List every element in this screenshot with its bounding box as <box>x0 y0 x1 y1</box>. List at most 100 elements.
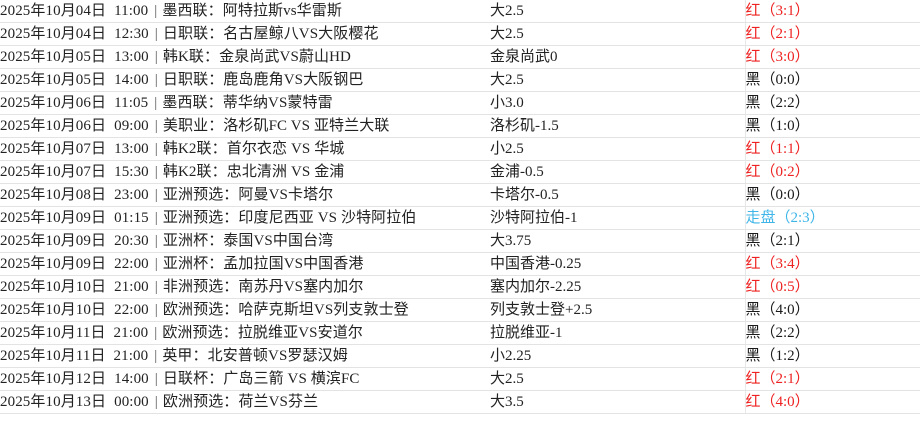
table-row[interactable]: 2025年10月11日 21:00 | 英甲：北安普顿VS罗瑟汉姆 小2.25 黑（1:2… <box>0 344 920 369</box>
match-cell: 2025年10月06日 09:00 | 美职业：洛杉矶FC VS 亚特兰大联 <box>0 114 490 139</box>
result-cell: 红（3:1） <box>744 0 920 24</box>
pick-selection: 塞内加尔-2.25 <box>490 279 582 296</box>
pick-cell: 金泉尚武0 <box>490 45 745 70</box>
match-time: 15:30 <box>114 164 149 181</box>
pick-cell: 沙特阿拉伯-1 <box>490 206 745 231</box>
pick-selection: 大2.5 <box>490 371 524 388</box>
table-row[interactable]: 2025年10月06日 11:05 | 墨西联：蒂华纳VS蒙特雷 小3.0 黑（2:2） <box>0 91 920 116</box>
match-cell: 2025年10月10日 21:00 | 非洲预选：南苏丹VS塞内加尔 <box>0 275 490 300</box>
result-cell: 走盘（2:3） <box>744 206 920 231</box>
pick-selection: 大3.75 <box>490 233 532 250</box>
league-and-matchup: 亚洲预选：阿曼VS卡塔尔 <box>162 187 334 204</box>
pick-cell: 大2.5 <box>490 0 745 24</box>
pick-cell: 大3.75 <box>490 229 745 254</box>
league-and-matchup: 日联杯：广岛三箭 VS 横滨FC <box>162 371 360 388</box>
match-cell: 2025年10月09日 22:00 | 亚洲杯：孟加拉国VS中国香港 <box>0 252 490 277</box>
league-and-matchup: 日职联：鹿岛鹿角VS大阪钢巴 <box>162 72 364 89</box>
league-and-matchup: 欧洲预选：拉脱维亚VS安道尔 <box>162 325 363 342</box>
pick-selection: 中国香港-0.25 <box>490 256 582 273</box>
match-cell: 2025年10月09日 01:15 | 亚洲预选：印度尼西亚 VS 沙特阿拉伯 <box>0 206 490 231</box>
field-separator: | <box>154 210 158 227</box>
result-cell: 黑（2:1） <box>744 229 920 254</box>
final-score: （2:1） <box>760 371 810 388</box>
pick-cell: 拉脱维亚-1 <box>490 321 745 346</box>
match-cell: 2025年10月05日 13:00 | 韩K联：金泉尚武VS蔚山HD <box>0 45 490 70</box>
result-cell: 红（3:0） <box>744 45 920 70</box>
result-cell: 黑（4:0） <box>744 298 920 323</box>
table-row[interactable]: 2025年10月07日 13:00 | 韩K2联：首尔衣恋 VS 华城 小2.5 红（1:… <box>0 137 920 162</box>
table-row[interactable]: 2025年10月13日 00:00 | 欧洲预选：荷兰VS芬兰 大3.5 红（4:0） <box>0 390 920 415</box>
field-separator: | <box>154 394 158 411</box>
match-time: 20:30 <box>114 233 149 250</box>
pick-selection: 卡塔尔-0.5 <box>490 187 559 204</box>
league-and-matchup: 韩K联：金泉尚武VS蔚山HD <box>162 49 351 66</box>
table-row[interactable]: 2025年10月09日 20:30 | 亚洲杯：泰国VS中国台湾 大3.75 黑（2:1） <box>0 229 920 254</box>
final-score: （1:2） <box>760 348 810 365</box>
pick-cell: 卡塔尔-0.5 <box>490 183 745 208</box>
status-badge: 红 <box>745 394 761 411</box>
table-row[interactable]: 2025年10月12日 14:00 | 日联杯：广岛三箭 VS 横滨FC 大2.5 红（2… <box>0 367 920 392</box>
pick-cell: 列支敦士登+2.5 <box>490 298 745 323</box>
league-and-matchup: 欧洲预选：荷兰VS芬兰 <box>162 394 319 411</box>
match-time: 21:00 <box>113 325 149 342</box>
table-row[interactable]: 2025年10月10日 21:00 | 非洲预选：南苏丹VS塞内加尔 塞内加尔-2.25… <box>0 275 920 300</box>
pick-cell: 大2.5 <box>490 367 745 392</box>
status-badge: 黑 <box>745 325 761 342</box>
status-badge: 黑 <box>745 95 761 112</box>
match-date: 2025年10月12日 <box>0 371 107 388</box>
match-cell: 2025年10月09日 20:30 | 亚洲杯：泰国VS中国台湾 <box>0 229 490 254</box>
match-picks-body: 2025年10月04日 11:00 | 墨西联：阿特拉斯vs华雷斯 大2.5 红（3:1）… <box>0 0 920 415</box>
table-row[interactable]: 2025年10月05日 13:00 | 韩K联：金泉尚武VS蔚山HD 金泉尚武0 红（3:… <box>0 45 920 70</box>
pick-cell: 大2.5 <box>490 68 745 93</box>
pick-selection: 大2.5 <box>490 72 524 89</box>
final-score: （1:1） <box>760 141 810 158</box>
league-and-matchup: 亚洲杯：孟加拉国VS中国香港 <box>162 256 364 273</box>
table-row[interactable]: 2025年10月09日 01:15 | 亚洲预选：印度尼西亚 VS 沙特阿拉伯 沙特阿拉… <box>0 206 920 231</box>
match-time: 12:30 <box>114 26 149 43</box>
match-time: 13:00 <box>114 49 149 66</box>
status-badge: 黑 <box>745 72 761 89</box>
final-score: （0:2） <box>760 164 810 181</box>
table-row[interactable]: 2025年10月09日 22:00 | 亚洲杯：孟加拉国VS中国香港 中国香港-0.25… <box>0 252 920 277</box>
match-time: 09:00 <box>114 118 149 135</box>
match-time: 21:00 <box>113 348 149 365</box>
table-row[interactable]: 2025年10月10日 22:00 | 欧洲预选：哈萨克斯坦VS列支敦士登 列支敦士登+… <box>0 298 920 323</box>
field-separator: | <box>154 95 158 112</box>
pick-selection: 小3.0 <box>490 95 524 112</box>
final-score: （0:5） <box>760 279 810 296</box>
match-date: 2025年10月11日 <box>0 325 106 342</box>
pick-selection: 小2.25 <box>490 348 532 365</box>
table-row[interactable]: 2025年10月04日 11:00 | 墨西联：阿特拉斯vs华雷斯 大2.5 红（3:1） <box>0 0 920 24</box>
table-row[interactable]: 2025年10月04日 12:30 | 日职联：名古屋鲸八VS大阪樱花 大2.5 红（2:… <box>0 22 920 47</box>
match-cell: 2025年10月13日 00:00 | 欧洲预选：荷兰VS芬兰 <box>0 390 490 415</box>
match-date: 2025年10月13日 <box>0 394 107 411</box>
match-date: 2025年10月10日 <box>0 279 107 296</box>
field-separator: | <box>154 3 158 20</box>
match-cell: 2025年10月11日 21:00 | 英甲：北安普顿VS罗瑟汉姆 <box>0 344 490 369</box>
match-time: 11:00 <box>114 3 149 20</box>
league-and-matchup: 亚洲预选：印度尼西亚 VS 沙特阿拉伯 <box>162 210 417 227</box>
result-cell: 黑（2:2） <box>744 91 920 116</box>
pick-cell: 中国香港-0.25 <box>490 252 745 277</box>
field-separator: | <box>154 118 158 135</box>
league-and-matchup: 韩K2联：忠北清洲 VS 金浦 <box>162 164 345 181</box>
final-score: （4:0） <box>760 302 810 319</box>
result-cell: 黑（0:0） <box>744 183 920 208</box>
pick-selection: 金泉尚武0 <box>490 49 558 66</box>
final-score: （2:2） <box>760 95 810 112</box>
final-score: （2:1） <box>760 26 810 43</box>
table-row[interactable]: 2025年10月05日 14:00 | 日职联：鹿岛鹿角VS大阪钢巴 大2.5 黑（0:0… <box>0 68 920 93</box>
status-badge: 红 <box>745 26 761 43</box>
pick-selection: 小2.5 <box>490 141 524 158</box>
pick-cell: 小3.0 <box>490 91 745 116</box>
match-date: 2025年10月05日 <box>0 72 107 89</box>
table-row[interactable]: 2025年10月08日 23:00 | 亚洲预选：阿曼VS卡塔尔 卡塔尔-0.5 黑（0:… <box>0 183 920 208</box>
field-separator: | <box>154 141 158 158</box>
final-score: （1:0） <box>760 118 810 135</box>
table-row[interactable]: 2025年10月07日 15:30 | 韩K2联：忠北清洲 VS 金浦 金浦-0.5 红（… <box>0 160 920 185</box>
table-row[interactable]: 2025年10月11日 21:00 | 欧洲预选：拉脱维亚VS安道尔 拉脱维亚-1 黑（2… <box>0 321 920 346</box>
pick-cell: 小2.25 <box>490 344 745 369</box>
final-score: （2:2） <box>760 325 810 342</box>
league-and-matchup: 墨西联：阿特拉斯vs华雷斯 <box>162 3 342 20</box>
table-row[interactable]: 2025年10月06日 09:00 | 美职业：洛杉矶FC VS 亚特兰大联 洛杉矶-1… <box>0 114 920 139</box>
